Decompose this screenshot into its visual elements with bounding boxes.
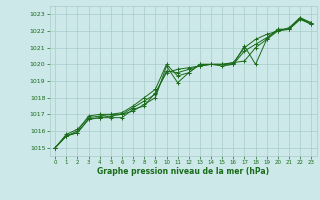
X-axis label: Graphe pression niveau de la mer (hPa): Graphe pression niveau de la mer (hPa) bbox=[97, 167, 269, 176]
